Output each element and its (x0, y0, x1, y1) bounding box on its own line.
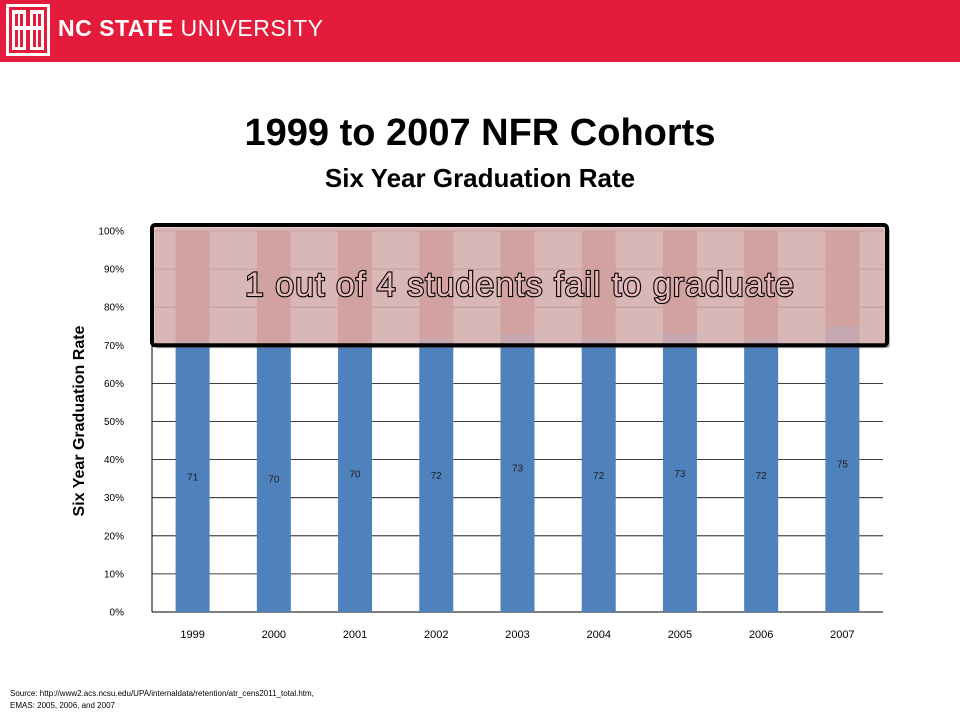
source-note: Source: http://www2.acs.ncsu.edu/UPA/int… (10, 688, 314, 712)
bar-graduated (338, 345, 373, 612)
y-tick-label: 70% (104, 341, 124, 352)
data-label-graduated: 72 (593, 471, 605, 482)
data-label-graduated: 73 (512, 463, 524, 474)
y-tick-label: 50% (104, 417, 124, 428)
university-logo (6, 4, 50, 56)
bar-graduated (500, 333, 535, 612)
annotation-box (150, 223, 889, 348)
x-tick-label: 2007 (830, 629, 854, 641)
source-line-1: Source: http://www2.acs.ncsu.edu/UPA/int… (10, 689, 314, 698)
y-tick-label: 90% (104, 265, 124, 276)
y-tick-label: 20% (104, 531, 124, 542)
y-tick-label: 80% (104, 303, 124, 314)
x-tick-label: 2004 (586, 629, 610, 641)
x-tick-label: 2000 (262, 629, 286, 641)
y-tick-label: 0% (110, 608, 125, 619)
x-tick-label: 2002 (424, 629, 448, 641)
y-axis-title: Six Year Graduation Rate (71, 325, 88, 516)
x-tick-label: 2005 (668, 629, 692, 641)
header-bar: NC STATE UNIVERSITY (0, 0, 960, 62)
data-label-not-graduated: 25 (837, 275, 849, 286)
data-label-not-graduated: 29 (187, 282, 199, 293)
annotation-text: 1 out of 4 students fail to graduate (245, 266, 795, 304)
data-label-graduated: 72 (431, 471, 443, 482)
bar-graduated (581, 337, 616, 612)
bar-graduated (175, 341, 210, 612)
data-label-graduated: 72 (756, 471, 768, 482)
x-tick-label: 2006 (749, 629, 773, 641)
bar-graduated (825, 326, 860, 612)
data-label-graduated: 70 (349, 469, 361, 480)
data-label-graduated: 75 (837, 459, 849, 470)
chart-title: 1999 to 2007 NFR Cohorts (244, 112, 716, 154)
y-tick-label: 10% (104, 569, 124, 580)
x-tick-label: 2003 (505, 629, 529, 641)
y-tick-label: 100% (98, 227, 124, 238)
y-tick-label: 60% (104, 379, 124, 390)
x-tick-label: 2001 (343, 629, 367, 641)
y-tick-label: 40% (104, 455, 124, 466)
data-label-graduated: 70 (268, 475, 280, 486)
source-line-2: EMAS: 2005, 2006, and 2007 (10, 701, 115, 710)
bar-graduated (256, 345, 291, 612)
data-label-graduated: 73 (674, 469, 686, 480)
x-tick-label: 1999 (180, 629, 204, 641)
bar-graduated (662, 333, 697, 612)
bar-graduated (744, 337, 779, 612)
bar-graduated (419, 337, 454, 612)
data-label-graduated: 71 (187, 473, 199, 484)
y-tick-label: 30% (104, 493, 124, 504)
chart-subtitle: Six Year Graduation Rate (324, 163, 636, 193)
brand-name: NC STATE UNIVERSITY (58, 15, 324, 41)
